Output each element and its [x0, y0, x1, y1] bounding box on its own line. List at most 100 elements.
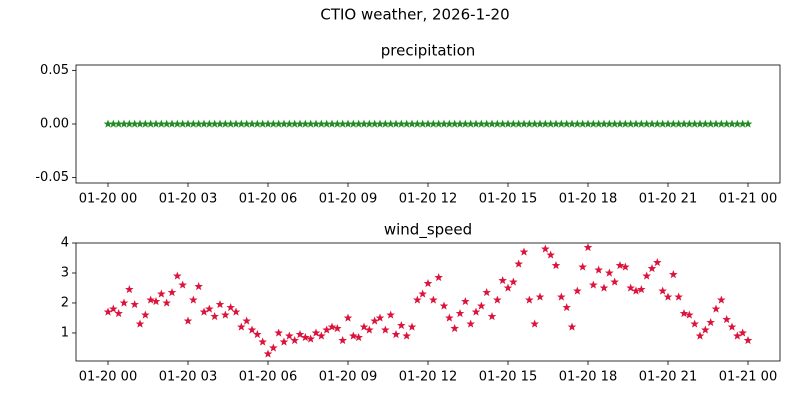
point	[103, 119, 113, 128]
point	[258, 337, 267, 346]
point	[157, 289, 166, 298]
point	[557, 292, 566, 301]
point	[237, 322, 246, 331]
point	[498, 275, 507, 285]
point	[226, 119, 235, 128]
point	[599, 283, 609, 292]
point	[119, 119, 129, 128]
point	[471, 307, 481, 316]
point	[205, 304, 214, 313]
point	[295, 329, 305, 339]
point	[141, 310, 150, 319]
point	[445, 313, 454, 322]
point	[311, 328, 321, 337]
point	[567, 322, 577, 331]
point	[151, 296, 161, 306]
point	[418, 119, 427, 128]
point	[482, 119, 491, 128]
point	[642, 119, 651, 128]
point	[263, 349, 273, 358]
point	[509, 277, 518, 286]
axes-frame	[75, 242, 781, 362]
point	[519, 247, 529, 256]
point	[253, 119, 262, 128]
point	[605, 268, 614, 277]
point	[514, 119, 523, 128]
point	[253, 329, 262, 339]
point	[658, 286, 667, 295]
point	[535, 119, 545, 128]
point	[354, 332, 363, 342]
point	[375, 119, 385, 128]
point	[402, 331, 411, 340]
point	[359, 322, 369, 331]
point	[525, 295, 534, 304]
point	[242, 316, 251, 325]
point	[679, 308, 689, 318]
point	[237, 119, 246, 128]
point	[637, 119, 646, 128]
point	[306, 119, 315, 128]
x-tick-label: 01-21 00	[719, 370, 777, 385]
point	[381, 119, 390, 128]
point	[407, 119, 417, 128]
point	[514, 259, 523, 268]
point	[583, 243, 593, 252]
point	[162, 119, 171, 128]
point	[738, 119, 747, 128]
point	[178, 119, 187, 128]
point	[653, 257, 662, 267]
point	[167, 287, 177, 297]
point	[322, 119, 331, 128]
point	[343, 313, 353, 322]
point	[397, 320, 406, 330]
point	[653, 119, 662, 128]
point	[183, 316, 193, 325]
point	[599, 119, 609, 128]
point	[391, 329, 401, 339]
x-tick-label: 01-20 00	[79, 192, 137, 207]
x-tick-label: 01-20 06	[239, 192, 297, 207]
point	[429, 295, 438, 304]
point	[658, 119, 667, 128]
point	[717, 295, 726, 304]
x-tick-label: 01-20 03	[159, 370, 217, 385]
point	[194, 281, 203, 291]
y-tick-label: 0.00	[40, 117, 69, 132]
point	[221, 310, 230, 319]
point	[327, 119, 337, 128]
point	[509, 119, 518, 128]
point	[413, 295, 422, 304]
point	[589, 280, 598, 289]
point	[546, 250, 555, 259]
point	[114, 308, 123, 318]
point	[439, 119, 449, 128]
point	[583, 119, 593, 128]
point	[477, 119, 486, 128]
point	[738, 328, 747, 337]
point	[626, 283, 635, 292]
point	[455, 308, 465, 318]
x-tick-label: 01-20 03	[159, 192, 217, 207]
y-tick-label: 2	[61, 295, 69, 310]
point	[295, 119, 305, 128]
point	[183, 119, 193, 128]
point	[365, 325, 374, 334]
point	[685, 119, 694, 128]
x-tick-label: 01-20 09	[319, 370, 377, 385]
point	[274, 328, 283, 337]
point	[525, 119, 534, 128]
point	[258, 119, 267, 128]
point	[279, 337, 289, 346]
x-tick-label: 01-20 18	[559, 370, 617, 385]
point	[706, 317, 715, 327]
point	[541, 244, 550, 253]
point	[631, 119, 641, 128]
point	[173, 271, 182, 280]
point	[477, 301, 486, 310]
point	[290, 119, 299, 128]
point	[386, 310, 395, 319]
point	[125, 119, 134, 128]
point	[701, 119, 710, 128]
point	[317, 331, 326, 340]
